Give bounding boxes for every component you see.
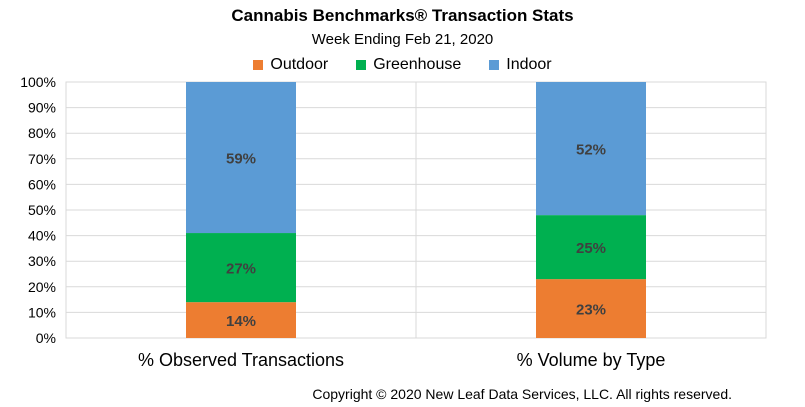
y-tick-label: 70%	[28, 151, 56, 167]
bar-segment-greenhouse	[186, 233, 296, 303]
data-label: 59%	[226, 151, 256, 168]
bar-segment-outdoor	[186, 302, 296, 338]
copyright-footer: Copyright © 2020 New Leaf Data Services,…	[312, 386, 732, 402]
y-tick-label: 80%	[28, 125, 56, 141]
y-tick-label: 0%	[36, 330, 56, 346]
bar-segment-indoor	[186, 82, 296, 234]
chart-title: Cannabis Benchmarks® Transaction Stats	[231, 6, 574, 25]
legend-item-indoor: Indoor	[489, 56, 552, 74]
y-tick-label: 90%	[28, 100, 56, 116]
x-category-label: % Observed Transactions	[138, 350, 344, 370]
legend: Outdoor Greenhouse Indoor	[0, 56, 805, 74]
y-tick-label: 60%	[28, 176, 56, 192]
legend-swatch-indoor	[489, 60, 500, 70]
data-label: 52%	[576, 142, 606, 159]
bar-segment-greenhouse	[536, 215, 646, 280]
legend-swatch-greenhouse	[356, 60, 367, 70]
bar-segment-indoor	[536, 82, 646, 216]
legend-swatch-outdoor	[253, 60, 264, 70]
data-label: 27%	[226, 261, 256, 278]
data-label: 23%	[576, 302, 606, 319]
x-category-label: % Volume by Type	[517, 350, 666, 370]
y-tick-label: 100%	[20, 74, 56, 90]
bar-segment-outdoor	[536, 279, 646, 338]
legend-label-greenhouse: Greenhouse	[373, 56, 462, 73]
y-tick-label: 10%	[28, 304, 56, 320]
data-label: 14%	[226, 313, 256, 330]
legend-label-indoor: Indoor	[506, 56, 552, 73]
y-tick-label: 50%	[28, 202, 56, 218]
legend-item-outdoor: Outdoor	[253, 56, 328, 74]
legend-item-greenhouse: Greenhouse	[356, 56, 461, 74]
data-label: 25%	[576, 240, 606, 257]
legend-label-outdoor: Outdoor	[270, 56, 329, 73]
y-tick-label: 30%	[28, 253, 56, 269]
chart-subtitle: Week Ending Feb 21, 2020	[311, 31, 494, 48]
y-tick-label: 40%	[28, 228, 56, 244]
y-tick-label: 20%	[28, 279, 56, 295]
